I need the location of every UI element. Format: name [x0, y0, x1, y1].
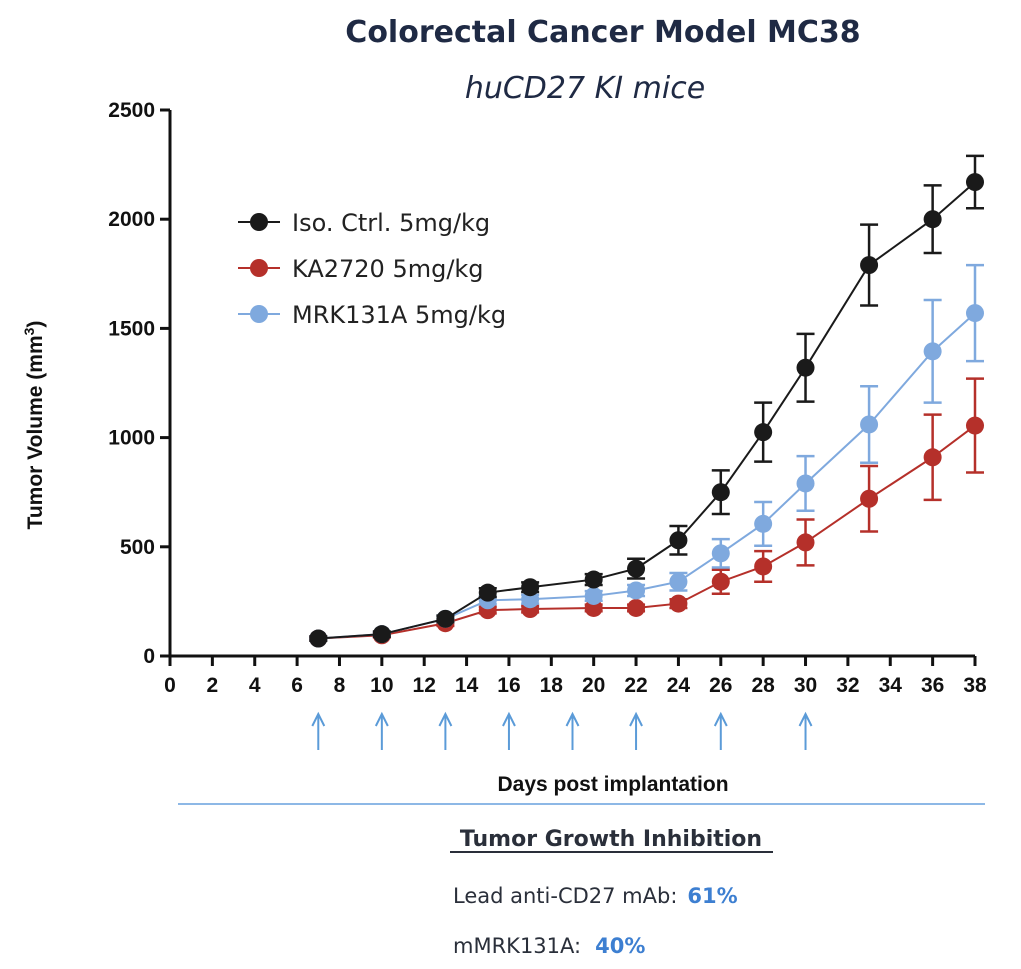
data-point — [966, 173, 984, 192]
x-tick-label: 12 — [413, 674, 436, 697]
dosing-arrow — [565, 711, 580, 750]
data-point — [436, 609, 455, 628]
data-point — [627, 559, 646, 578]
series-line — [318, 312, 976, 640]
data-point — [754, 557, 773, 576]
data-point — [966, 304, 984, 323]
legend-label: MRK131A 5mg/kg — [292, 301, 506, 329]
x-tick-label: 26 — [709, 674, 732, 697]
y-axis-label-superscript: 3 — [21, 327, 37, 335]
data-point — [372, 625, 391, 644]
data-point — [627, 598, 646, 617]
data-point — [669, 531, 688, 550]
tgi-row-mrk: mMRK131A: 40% — [453, 934, 645, 958]
x-tick-label: 28 — [751, 674, 775, 697]
legend-item: MRK131A 5mg/kg — [238, 301, 506, 329]
chart-title: Colorectal Cancer Model MC38 — [345, 15, 860, 50]
data-point — [584, 570, 603, 589]
tgi-title: Tumor Growth Inhibition — [460, 827, 762, 852]
x-tick-label: 38 — [963, 674, 987, 697]
legend-marker — [250, 259, 268, 277]
series-1 — [309, 377, 984, 648]
data-point — [923, 210, 942, 229]
data-point — [796, 533, 815, 552]
y-tick-label: 2500 — [108, 99, 155, 122]
x-tick-label: 14 — [455, 674, 479, 697]
x-tick-label: 0 — [164, 674, 176, 697]
dosing-arrow — [798, 711, 813, 750]
data-point — [860, 415, 879, 434]
legend: Iso. Ctrl. 5mg/kg KA2720 5mg/kg MRK131A 5m… — [238, 209, 506, 329]
x-tick-label: 18 — [540, 674, 564, 697]
x-tick-label: 32 — [836, 674, 859, 697]
legend-label: KA2720 5mg/kg — [292, 255, 484, 283]
data-point — [796, 358, 815, 377]
data-point — [669, 594, 688, 613]
data-point — [796, 474, 815, 493]
y-tick-label: 1000 — [108, 427, 155, 450]
data-point — [966, 416, 984, 435]
x-tick-label: 4 — [249, 674, 261, 697]
y-ticks: 0 500 1000 1500 2000 2500 — [108, 99, 170, 668]
data-point — [711, 483, 730, 502]
legend-marker — [250, 305, 268, 323]
series-group — [309, 154, 984, 648]
data-point — [860, 256, 879, 275]
x-tick-label: 36 — [921, 674, 944, 697]
legend-label: Iso. Ctrl. 5mg/kg — [292, 209, 490, 237]
data-point — [584, 586, 603, 605]
x-tick-label: 34 — [879, 674, 903, 697]
x-axis-label: Days post implantation — [497, 773, 728, 796]
x-tick-label: 6 — [291, 674, 303, 697]
data-point — [754, 514, 773, 533]
x-tick-label: 2 — [207, 674, 219, 697]
data-point — [669, 572, 688, 591]
data-point — [711, 544, 730, 563]
tgi-mrk-value: 40% — [595, 934, 645, 958]
data-point — [860, 489, 879, 508]
series-line — [318, 181, 976, 640]
legend-item: Iso. Ctrl. 5mg/kg — [238, 209, 490, 237]
dosing-arrow — [438, 711, 453, 750]
y-axis-label: Tumor Volume (mm3) — [21, 321, 47, 530]
dosing-arrow — [629, 711, 643, 750]
chart-subtitle: huCD27 KI mice — [465, 71, 705, 106]
data-point — [309, 629, 328, 648]
y-tick-label: 0 — [143, 645, 155, 668]
x-tick-label: 16 — [497, 674, 520, 697]
data-point — [711, 572, 730, 591]
data-point — [923, 342, 942, 361]
x-tick-label: 20 — [582, 674, 605, 697]
dosing-arrow — [502, 711, 516, 750]
x-tick-label: 22 — [624, 674, 647, 697]
tgi-lead-label: Lead anti-CD27 mAb: — [453, 884, 677, 908]
tgi-row-lead: Lead anti-CD27 mAb: 61% — [453, 884, 738, 908]
data-point — [754, 423, 773, 442]
x-ticks: 0 2 4 6 8 10 12 14 16 18 20 22 24 26 28 30 32 34 36 38 — [164, 656, 987, 697]
y-tick-label: 1500 — [108, 317, 155, 340]
dosing-arrow — [374, 711, 389, 750]
tgi-lead-value: 61% — [687, 884, 737, 908]
x-tick-label: 24 — [667, 674, 691, 697]
legend-marker — [250, 213, 268, 231]
tgi-mrk-label: mMRK131A: — [453, 934, 581, 958]
series-0 — [309, 154, 984, 648]
x-tick-label: 30 — [794, 674, 817, 697]
dosing-arrow — [311, 711, 326, 750]
data-point — [627, 581, 646, 600]
y-tick-label: 500 — [120, 536, 155, 559]
x-tick-label: 10 — [370, 674, 393, 697]
dosing-arrows — [311, 711, 813, 750]
axes — [168, 110, 975, 658]
x-tick-label: 8 — [334, 674, 346, 697]
dosing-arrow — [713, 711, 728, 750]
data-point — [923, 448, 942, 467]
y-axis-label-text: Tumor Volume (mm — [24, 335, 47, 529]
y-axis-label-close: ) — [24, 321, 47, 328]
data-point — [521, 578, 540, 597]
data-point — [478, 583, 497, 602]
y-tick-label: 2000 — [108, 208, 155, 231]
legend-item: KA2720 5mg/kg — [238, 255, 484, 283]
